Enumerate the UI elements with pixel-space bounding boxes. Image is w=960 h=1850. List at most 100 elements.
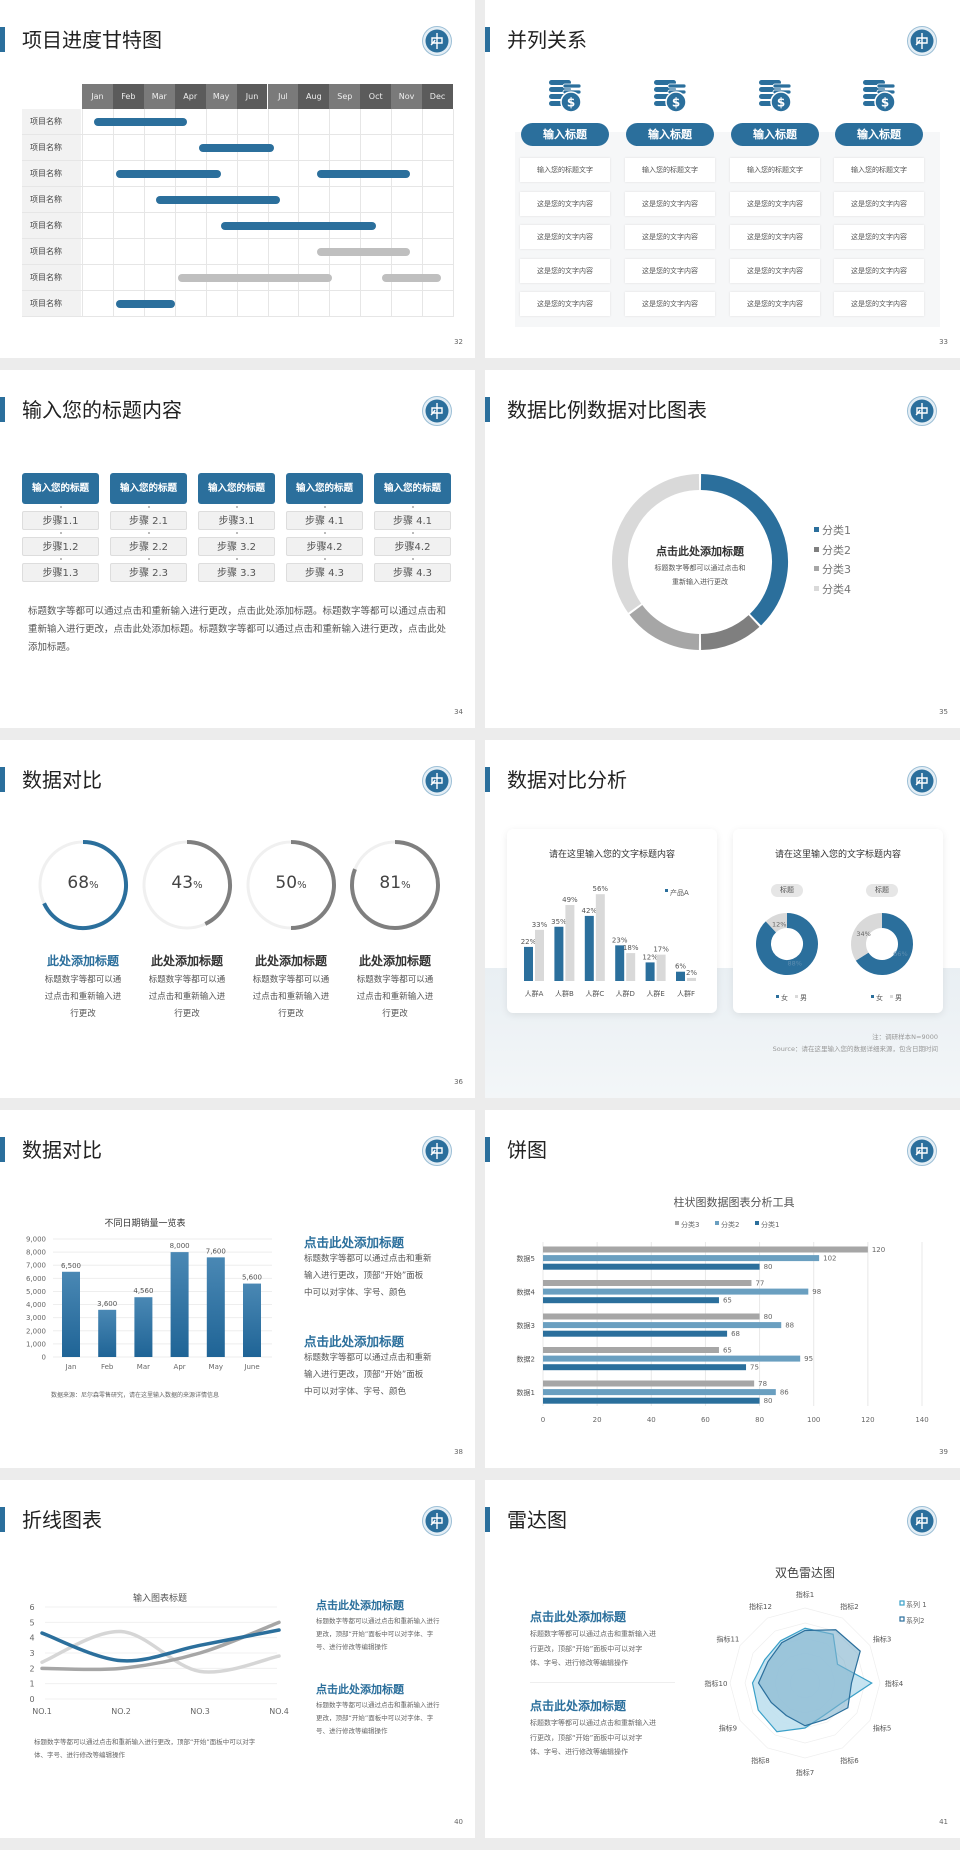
content-cell[interactable]: 输入您的标题文字: [625, 158, 715, 182]
block-text: 更改，顶部“开始”面板中可以对字体、字: [316, 1630, 434, 1638]
content-cell[interactable]: 这是您的文字内容: [730, 225, 820, 249]
title-accent-bar: [0, 397, 5, 422]
step-box[interactable]: 步骤1.2: [22, 537, 99, 556]
content-cell[interactable]: 这是您的文字内容: [520, 292, 610, 316]
step-box[interactable]: 步骤 2.1: [110, 511, 187, 530]
step-box[interactable]: 步骤 2.2: [110, 537, 187, 556]
gantt-bar[interactable]: [316, 248, 410, 256]
slide-38: 数据对比 38 不同日期销量一览表 0 1,000 2,000 3,000 4,000 5,00…: [0, 1110, 475, 1468]
bar-data-label: 80: [764, 1397, 773, 1405]
donut-segment-男: [765, 913, 788, 933]
slide-title: 数据对比分析: [507, 768, 627, 792]
legend-label: 系列2: [906, 1616, 924, 1625]
step-box[interactable]: 步骤4.2: [374, 537, 451, 556]
bar-data-label: 22%: [521, 938, 537, 946]
bar: [134, 1297, 153, 1357]
donut-center-text: 重新输入进行更改: [672, 578, 728, 586]
step-column-header[interactable]: 输入您的标题: [22, 473, 99, 504]
column-header-pill[interactable]: 输入标题: [521, 123, 609, 146]
donut-title-tag: 标题: [866, 884, 898, 897]
column-header-pill[interactable]: 输入标题: [626, 123, 714, 146]
content-cell[interactable]: 这是您的文字内容: [520, 258, 610, 283]
step-box[interactable]: 步骤1.3: [22, 563, 99, 582]
gantt-bar[interactable]: [156, 196, 280, 204]
legend-label: 分类2: [822, 543, 851, 557]
block-text: 输入进行更改，顶部“开始”面板: [304, 1370, 424, 1380]
x-tick-label: Mar: [137, 1363, 150, 1371]
legend-label: 分类2: [721, 1220, 739, 1229]
content-cell[interactable]: 输入您的标题文字: [730, 158, 820, 182]
university-seal-icon: [907, 1506, 937, 1536]
bar: [615, 945, 625, 981]
donut-segment-分类1: [700, 474, 788, 626]
content-cell[interactable]: 这是您的文字内容: [625, 191, 715, 216]
content-cell[interactable]: 这是您的文字内容: [834, 225, 924, 249]
bar: [206, 1257, 225, 1357]
gantt-month-header: Sep: [329, 84, 361, 109]
content-cell[interactable]: 这是您的文字内容: [625, 292, 715, 316]
content-cell[interactable]: 这是您的文字内容: [625, 225, 715, 249]
slide-title: 数据比例数据对比图表: [507, 398, 707, 422]
step-box[interactable]: 步骤3.1: [198, 511, 275, 530]
step-column-header[interactable]: 输入您的标题: [374, 473, 451, 504]
column-header-pill[interactable]: 输入标题: [731, 123, 819, 146]
step-box[interactable]: 步骤 4.3: [374, 563, 451, 582]
content-cell[interactable]: 这是您的文字内容: [730, 191, 820, 216]
column-header-pill[interactable]: 输入标题: [835, 123, 923, 146]
block-heading: 点击此处添加标题: [304, 1235, 405, 1250]
gantt-bar[interactable]: [221, 222, 376, 230]
content-cell[interactable]: 这是您的文字内容: [625, 258, 715, 283]
content-cell[interactable]: 这是您的文字内容: [730, 258, 820, 283]
step-column-header[interactable]: 输入您的标题: [110, 473, 187, 504]
step-box[interactable]: 步骤4.2: [286, 537, 363, 556]
content-cell[interactable]: 这是您的文字内容: [834, 292, 924, 316]
gantt-gridline: [422, 109, 424, 317]
content-cell[interactable]: 这是您的文字内容: [834, 258, 924, 283]
progress-unit: %: [297, 880, 307, 891]
donut-center-title: 点击此处添加标题: [656, 545, 744, 558]
gantt-bar[interactable]: [116, 300, 175, 308]
category-label: 数据1: [517, 1388, 535, 1397]
legend-swatch: [871, 995, 874, 998]
content-cell[interactable]: 这是您的文字内容: [520, 225, 610, 249]
slide-35: 数据比例数据对比图表 35 点击此处添加标题 标题数字等都可以通过点击和 重新输入进行更…: [485, 370, 960, 728]
content-cell[interactable]: 这是您的文字内容: [520, 191, 610, 216]
step-box[interactable]: 步骤 4.3: [286, 563, 363, 582]
step-box[interactable]: 步骤 3.3: [198, 563, 275, 582]
step-column-header[interactable]: 输入您的标题: [286, 473, 363, 504]
gantt-bar[interactable]: [116, 170, 222, 178]
y-tick-label: 5: [29, 1618, 34, 1627]
slide-39: 饼图 39 柱状图数据图表分析工具 分类3 分类2 分类1 0 20 40 60 80 100 120 1…: [485, 1110, 960, 1468]
content-cell[interactable]: 输入您的标题文字: [520, 158, 610, 182]
y-tick-label: 6,000: [26, 1275, 46, 1283]
connector-dot: [60, 506, 62, 508]
bar: [554, 926, 564, 981]
bar-data-label: 95: [804, 1355, 813, 1363]
slide-33: 并列关系 33 $ 输入标题 输入您的标题文字 这是您的文字内容 这是您的文字内容 这是您的文…: [485, 0, 960, 358]
step-box[interactable]: 步骤1.1: [22, 511, 99, 530]
gantt-bar[interactable]: [94, 118, 188, 126]
step-box[interactable]: 步骤 4.1: [286, 511, 363, 530]
progress-number: 68: [67, 873, 90, 893]
gantt-bar[interactable]: [381, 274, 441, 282]
content-cell[interactable]: 输入您的标题文字: [834, 158, 924, 182]
gantt-bar[interactable]: [177, 274, 333, 282]
content-cell[interactable]: 这是您的文字内容: [730, 292, 820, 316]
slide-41: 雷达图 41 双色雷达图 指标1 指标2 指标3 指标4 指标5 指标6 指标7 指标8 指标9 指标1…: [485, 1480, 960, 1838]
step-box[interactable]: 步骤 3.2: [198, 537, 275, 556]
gantt-month-header: Nov: [391, 84, 423, 109]
page-number: 36: [454, 1078, 463, 1086]
legend-swatch: [675, 1221, 679, 1225]
gantt-row-label: 项目名称: [22, 187, 81, 212]
gantt-bar[interactable]: [199, 144, 274, 152]
progress-ring: [142, 840, 232, 930]
gantt-bar[interactable]: [316, 170, 410, 178]
bar: [543, 1288, 809, 1295]
bar-data-label: 65: [723, 1297, 732, 1305]
step-box[interactable]: 步骤 4.1: [374, 511, 451, 530]
step-box[interactable]: 步骤 2.3: [110, 563, 187, 582]
step-column-header[interactable]: 输入您的标题: [198, 473, 275, 504]
y-tick-label: 4,000: [26, 1301, 46, 1309]
content-cell[interactable]: 这是您的文字内容: [834, 191, 924, 216]
radar-axis-label: 指标11: [716, 1635, 739, 1644]
